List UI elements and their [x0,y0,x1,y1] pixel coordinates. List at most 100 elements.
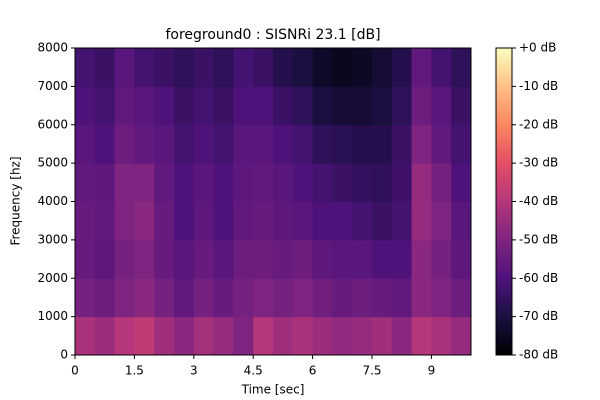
heat-cell [352,278,373,318]
heat-cell [273,278,294,318]
heat-cell [391,201,413,241]
colorbar-tick-label: -10 dB [519,79,558,93]
heat-cell [94,239,116,279]
heat-cell [312,278,333,318]
heat-cell [253,163,274,202]
heat-cell [114,201,135,241]
heat-cell [193,163,215,202]
heat-cell [332,201,353,241]
heat-cell [114,163,135,202]
heat-cell [391,124,413,164]
y-tick-label: 5000 [37,156,68,170]
heat-cell [451,48,472,87]
x-tick-label: 4.5 [244,364,263,378]
colorbar-tick-label: -80 dB [519,348,558,362]
heat-cell [154,316,175,356]
heat-cell [233,316,254,356]
heat-cell [233,86,254,126]
heat-cell [213,86,234,126]
heat-cell [233,124,254,164]
heat-cell [253,201,274,241]
heat-cell [134,163,155,202]
y-tick-label: 3000 [37,232,68,246]
heat-cell [431,124,452,164]
heat-cell [193,124,215,164]
heat-cell [213,48,234,87]
heat-cell [154,163,175,202]
heat-cell [352,48,373,87]
heat-cell [431,278,452,318]
heat-cell [312,48,333,87]
x-axis-label: Time [sec] [241,383,305,397]
y-tick-label: 2000 [37,271,68,285]
heat-cell [372,239,393,279]
heat-cell [154,278,175,318]
x-tick-label: 6 [309,364,317,378]
heat-cell [451,278,472,318]
x-tick-label: 7.5 [362,364,381,378]
heat-cell [253,124,274,164]
heat-cell [193,201,215,241]
heat-cell [451,163,472,202]
heat-cell [193,278,215,318]
heat-cell [352,124,373,164]
heat-cell [312,86,333,126]
x-tick-label: 9 [428,364,436,378]
heat-cell [154,239,175,279]
heat-cell [174,86,195,126]
heat-cell [94,278,116,318]
heat-cell [352,86,373,126]
heat-cell [273,316,294,356]
colorbar-tick-label: -60 dB [519,271,558,285]
heat-cell [391,278,413,318]
heat-cell [114,48,135,87]
heat-cell [411,316,432,356]
heat-cell [174,124,195,164]
y-tick-label: 1000 [37,309,68,323]
heat-cell [372,163,393,202]
colorbar [495,47,513,356]
y-tick-label: 4000 [37,194,68,208]
heat-cell [154,201,175,241]
heat-cell [451,316,472,356]
heat-cell [391,239,413,279]
heat-cell [391,316,413,356]
heat-cell [134,239,155,279]
heat-cell [332,124,353,164]
heat-cell [213,163,234,202]
heat-cell [75,48,96,87]
heat-cell [332,278,353,318]
heat-cell [134,201,155,241]
heat-cell [292,316,314,356]
heat-cell [154,48,175,87]
x-tick-label: 0 [71,364,79,378]
heat-cell [352,316,373,356]
heat-cell [253,239,274,279]
heat-cell [352,239,373,279]
heat-cell [94,163,116,202]
heat-cell [273,201,294,241]
heat-cell [154,86,175,126]
heat-cell [253,48,274,87]
heat-cell [372,48,393,87]
heat-cell [451,201,472,241]
heat-cell [213,278,234,318]
y-tick-label: 8000 [37,41,68,55]
heat-cell [75,239,96,279]
heat-cell [411,201,432,241]
heat-cell [94,48,116,87]
heat-cell [411,163,432,202]
heat-cell [134,86,155,126]
heat-cell [372,316,393,356]
heat-cell [431,316,452,356]
heat-cell [253,86,274,126]
heat-cell [273,239,294,279]
heat-cell [411,48,432,87]
heat-cell [273,48,294,87]
heat-cell [292,124,314,164]
y-axis-label: Frequency [hz] [9,156,23,245]
colorbar-tick-label: -30 dB [519,156,558,170]
heat-cell [391,48,413,87]
colorbar-tick-label: -70 dB [519,309,558,323]
